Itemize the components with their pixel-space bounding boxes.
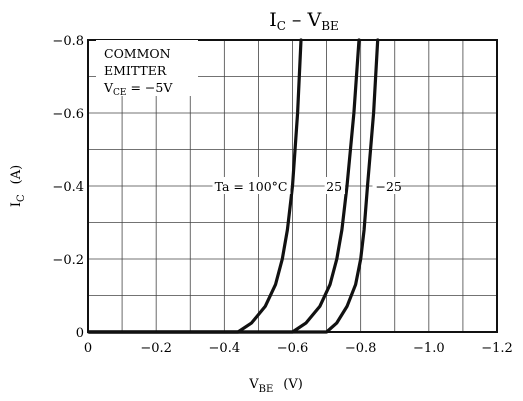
y-tick-label: 0 [76, 326, 84, 341]
annotation-line-3: VCE = −5V [103, 80, 173, 98]
y-tick-label: −0.4 [52, 180, 84, 195]
curve-label-bg [324, 177, 346, 194]
curve-label: Ta = 100°C [215, 179, 288, 194]
curve-25 [87, 38, 361, 334]
curve-label-bg [372, 177, 401, 194]
curve-Ta-100-C [87, 38, 303, 334]
annotation-line-2: EMITTER [104, 63, 167, 78]
curve-labels: Ta = 100°C 25 −25 [212, 177, 402, 194]
curves [87, 38, 380, 334]
y-axis-label: IC(A) [9, 165, 27, 207]
x-tick-label: −0.2 [140, 341, 172, 356]
grid-lines [88, 40, 497, 332]
curve-25 [87, 38, 380, 334]
x-tick-label: −1.2 [481, 341, 513, 356]
curve-label: 25 [326, 179, 342, 194]
x-tick-label: −0.8 [345, 341, 377, 356]
y-tick-label: −0.2 [52, 253, 84, 268]
curve-label-bg [212, 177, 291, 194]
annotation-line-1: COMMON [104, 46, 171, 61]
x-tick-label: −1.0 [413, 341, 445, 356]
x-tick-labels: 0 −0.2 −0.4 −0.6 −0.8 −1.0 −1.2 [84, 341, 513, 356]
x-tick-label: 0 [84, 341, 92, 356]
annotation-bg [96, 40, 198, 96]
x-axis-label: VBE (V) [248, 377, 303, 395]
y-tick-label: −0.6 [52, 107, 84, 122]
x-tick-label: −0.6 [277, 341, 309, 356]
x-tick-label: −0.4 [209, 341, 241, 356]
chart-title: IC – VBE [269, 9, 339, 33]
plot-frame [87, 39, 498, 333]
y-tick-label: −0.8 [52, 34, 84, 49]
curve-label: −25 [375, 179, 401, 194]
y-tick-labels: 0 −0.2 −0.4 −0.6 −0.8 [52, 34, 84, 341]
